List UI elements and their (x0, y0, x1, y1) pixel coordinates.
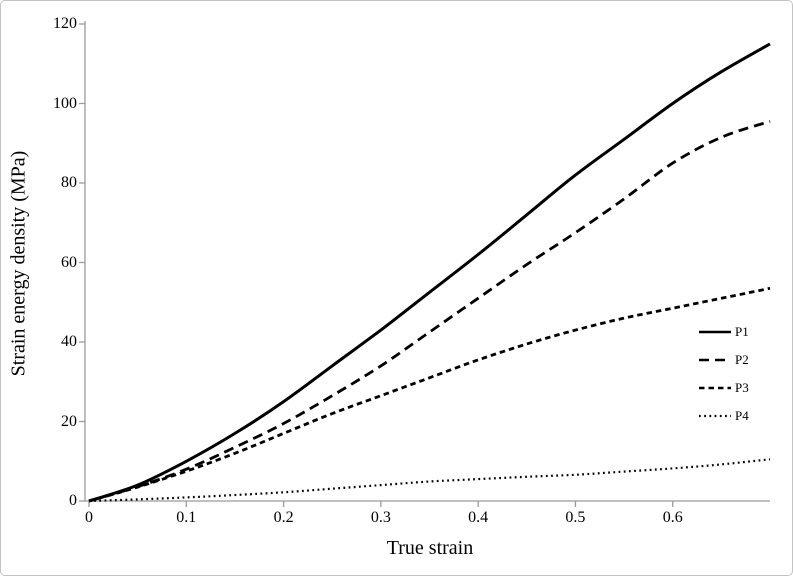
legend-item-P3: P3 (698, 374, 749, 402)
y-tick-label: 100 (53, 94, 77, 112)
x-tick-label: 0.1 (176, 509, 197, 526)
series-curve-P3 (88, 286, 771, 503)
legend-item-P1: P1 (698, 318, 749, 346)
y-tick-label: 60 (61, 253, 77, 271)
y-tick-label: 0 (69, 492, 77, 509)
x-tick-label: 0.5 (565, 509, 586, 526)
series-curve-P2 (88, 120, 771, 503)
legend-label: P4 (735, 408, 749, 423)
x-tick-label: 0.4 (468, 509, 489, 526)
legend-line-sample-dot (699, 414, 731, 418)
series-curve-P4 (88, 458, 771, 503)
legend-line-sample-medium-dash (699, 386, 731, 390)
y-tick-label: 40 (61, 333, 77, 350)
x-axis-title: True strain (386, 537, 474, 559)
x-tick-label: 0.6 (662, 509, 683, 526)
legend-line-sample-solid (699, 330, 731, 334)
legend-item-P4: P4 (698, 402, 749, 430)
y-tick-label: 120 (53, 15, 77, 32)
series-curve-P1 (88, 42, 771, 503)
x-tick-label: 0.2 (273, 509, 294, 526)
legend-line-sample-long-dash (699, 358, 731, 362)
y-tick-label: 80 (61, 174, 77, 191)
legend: P1 P2 P3 P4 (698, 318, 749, 430)
legend-label: P1 (735, 324, 749, 339)
x-tick-label: 0 (85, 509, 93, 526)
x-tick-label: 0.3 (370, 509, 391, 526)
y-tick-label: 20 (61, 412, 77, 430)
legend-label: P3 (735, 380, 749, 395)
legend-item-P2: P2 (698, 346, 749, 374)
legend-label: P2 (735, 352, 749, 367)
